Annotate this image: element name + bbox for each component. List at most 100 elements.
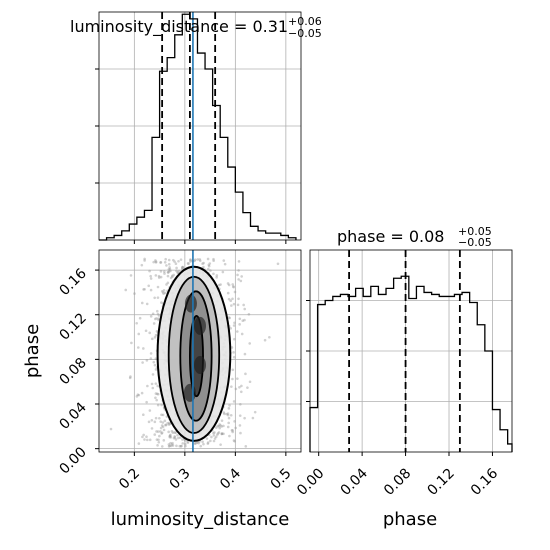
sample-point xyxy=(210,435,213,439)
sample-point xyxy=(186,262,190,265)
sample-point xyxy=(155,430,158,433)
sample-point xyxy=(124,288,128,292)
sample-point xyxy=(227,297,231,301)
sample-point xyxy=(162,292,165,295)
sample-point xyxy=(157,274,161,278)
sample-point xyxy=(176,433,179,437)
luminosity-distance-upper-error: +0.06 xyxy=(288,15,322,28)
sample-point xyxy=(169,433,172,437)
sample-point xyxy=(138,316,142,320)
sample-point xyxy=(176,271,179,274)
sample-point xyxy=(157,314,161,317)
sample-point xyxy=(218,426,221,430)
sample-point xyxy=(160,403,163,407)
histogram-step-line xyxy=(309,275,513,452)
sample-point xyxy=(165,264,168,267)
sample-point xyxy=(159,430,162,433)
sample-point xyxy=(181,442,185,445)
sample-point xyxy=(153,296,156,300)
sample-point xyxy=(181,438,184,441)
sample-point xyxy=(209,269,212,272)
sample-point xyxy=(143,257,146,261)
sample-point xyxy=(175,444,178,448)
sample-point xyxy=(153,420,157,424)
sample-point xyxy=(174,431,177,435)
joint-scatter-contour-panel: 0.2 0.3 0.4 0.50.000.040.080.120.16 luminos… xyxy=(22,249,302,530)
sample-point xyxy=(153,433,157,436)
sample-point xyxy=(212,272,215,276)
sample-point xyxy=(263,338,267,342)
sample-point xyxy=(141,361,144,364)
sample-point xyxy=(199,444,203,448)
sample-point xyxy=(149,357,153,360)
sample-point xyxy=(174,262,178,266)
density-contours xyxy=(156,265,232,442)
sample-point xyxy=(223,412,226,416)
sample-point xyxy=(232,302,236,306)
sample-point xyxy=(229,327,232,330)
sample-point xyxy=(140,391,144,395)
sample-point xyxy=(137,442,141,445)
histogram xyxy=(309,275,513,452)
sample-point xyxy=(208,262,212,265)
sample-point xyxy=(206,257,210,261)
sample-point xyxy=(133,292,136,295)
sample-point xyxy=(238,317,242,321)
sample-point xyxy=(159,261,163,264)
luminosity-distance-title: luminosity_distance = 0.31 xyxy=(70,17,288,37)
sample-point xyxy=(145,302,149,306)
sample-point xyxy=(232,355,236,359)
sample-point xyxy=(205,437,209,440)
sample-point xyxy=(184,442,187,446)
sample-point xyxy=(147,420,151,424)
sample-point xyxy=(171,444,175,447)
sample-point xyxy=(206,267,210,271)
sample-point xyxy=(166,274,170,278)
sample-point xyxy=(231,429,234,432)
sample-point xyxy=(197,441,201,445)
sample-point xyxy=(212,434,216,437)
sample-point xyxy=(154,396,157,400)
sample-point xyxy=(157,438,160,442)
sample-point xyxy=(240,275,243,278)
sample-point xyxy=(247,313,251,316)
histogram xyxy=(99,13,297,241)
sample-point xyxy=(164,423,168,427)
sample-point xyxy=(206,441,210,444)
sample-point xyxy=(237,278,240,281)
sample-point xyxy=(149,352,153,355)
sample-point xyxy=(215,276,218,279)
sample-point xyxy=(231,297,234,301)
sample-point xyxy=(152,360,156,364)
sample-point xyxy=(161,421,165,424)
sample-point xyxy=(154,333,158,337)
sample-point xyxy=(174,438,178,441)
sample-point xyxy=(189,258,192,262)
quantile-lines xyxy=(161,12,217,240)
sample-point xyxy=(143,259,146,262)
sample-point xyxy=(226,413,230,417)
sample-point xyxy=(163,419,167,423)
sample-point xyxy=(168,435,172,439)
sample-point xyxy=(167,270,171,273)
sample-point xyxy=(128,376,132,380)
sample-point xyxy=(237,269,240,272)
sample-point xyxy=(239,390,243,394)
sample-point xyxy=(160,445,164,448)
sample-point xyxy=(151,312,155,316)
sample-point xyxy=(239,402,242,406)
sample-point xyxy=(154,382,158,385)
sample-point xyxy=(148,438,152,442)
sample-point xyxy=(232,400,236,403)
sample-point xyxy=(163,270,166,273)
sample-point xyxy=(172,436,176,440)
sample-point xyxy=(215,426,218,429)
sample-point xyxy=(215,274,219,277)
phase-lower-error: −0.05 xyxy=(458,236,492,249)
sample-point xyxy=(217,431,221,434)
sample-point xyxy=(196,441,199,444)
sample-point xyxy=(142,288,145,291)
sample-point xyxy=(236,330,239,333)
sample-point xyxy=(198,259,202,263)
sample-point xyxy=(175,266,178,270)
